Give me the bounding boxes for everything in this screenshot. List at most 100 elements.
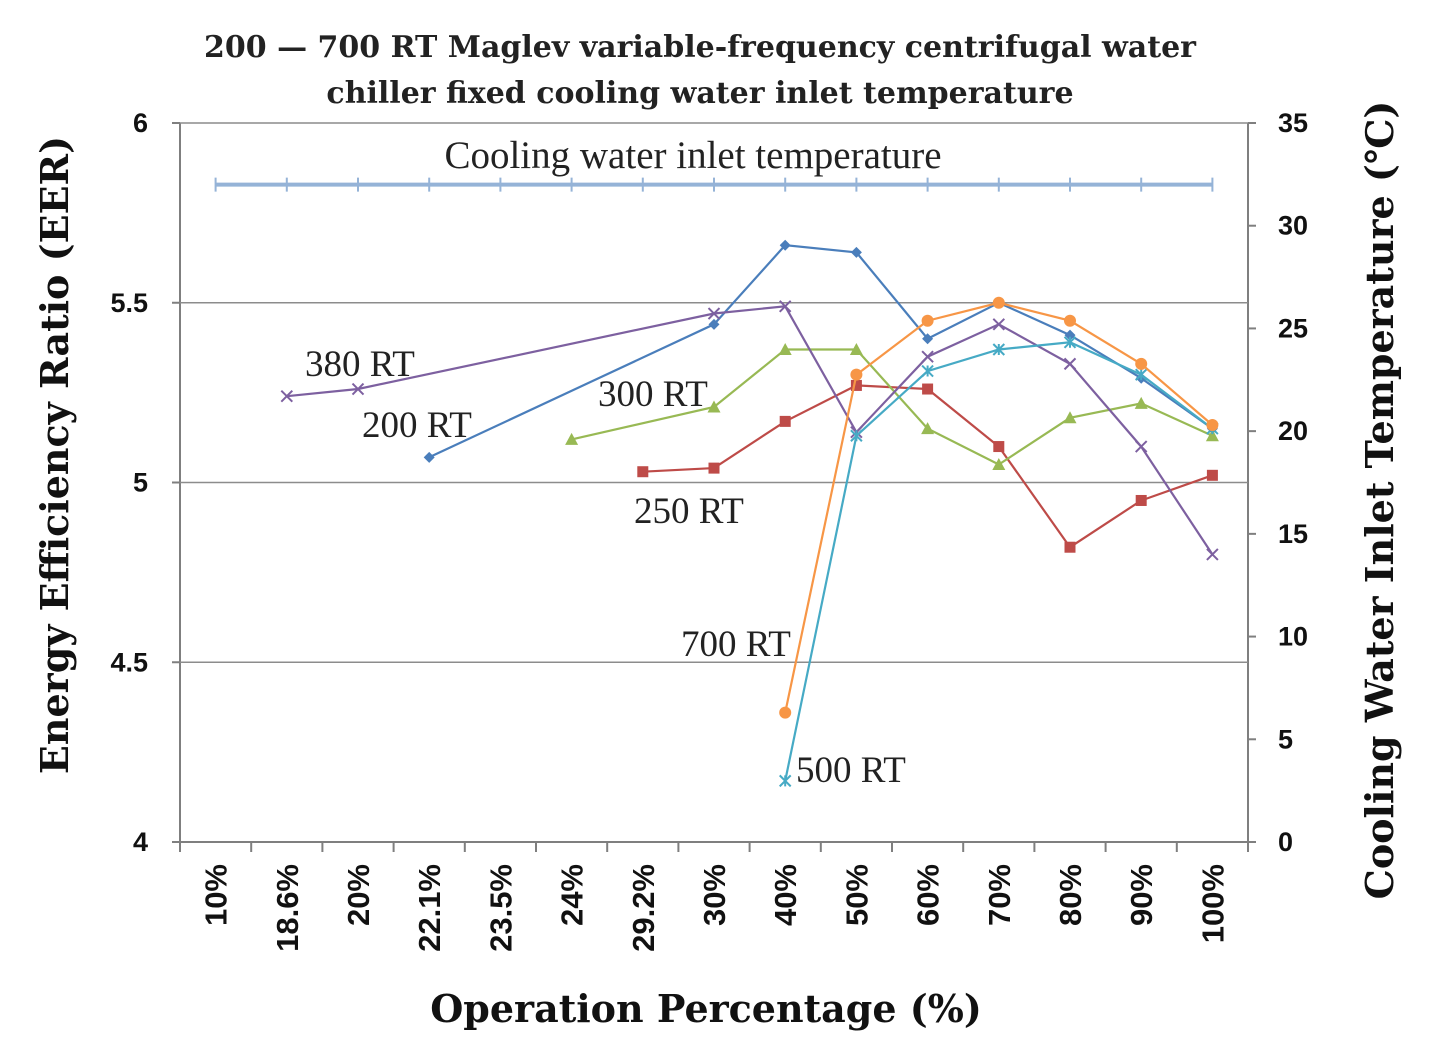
x-tick-label: 29.2% — [626, 864, 661, 952]
data-point — [850, 429, 863, 442]
data-point — [1064, 314, 1076, 327]
x-tick-label: 90% — [1124, 864, 1159, 926]
data-point — [922, 333, 934, 345]
x-tick-label: 60% — [911, 864, 946, 926]
data-point — [849, 342, 863, 355]
data-point — [992, 343, 1006, 356]
series-line — [784, 301, 1214, 713]
data-point — [1064, 329, 1076, 341]
annotation-cooling-water: Cooling water inlet temperature — [444, 134, 941, 177]
data-point — [1206, 469, 1218, 481]
data-point — [1134, 440, 1148, 453]
x-tick-label: 24% — [555, 864, 590, 926]
data-point — [779, 239, 791, 251]
data-point — [779, 415, 791, 427]
data-point — [993, 441, 1005, 453]
annotation-700rt: 700 RT — [681, 624, 791, 665]
series-200-rt — [423, 239, 1218, 463]
y2-tick-label: 5 — [1278, 724, 1293, 754]
data-point — [708, 462, 720, 474]
data-point — [778, 342, 792, 355]
annotation-250rt: 250 RT — [634, 491, 744, 532]
data-point — [1064, 541, 1076, 553]
y2-tick-label: 25 — [1278, 313, 1308, 343]
y-axis-title: Energy Efficiency Ratio (EER) — [32, 136, 77, 774]
data-point — [1134, 396, 1148, 409]
y-tick-label: 4.5 — [110, 647, 148, 677]
chart-title-line-2: chiller fixed cooling water inlet temper… — [326, 76, 1073, 111]
x-axis-ticks: 10% 18.6% 20% 22.1% 23.5% 24% 29.2% 30% 40% 50% 60… — [179, 842, 1249, 952]
series-250-rt — [637, 379, 1218, 553]
series-380-rt — [280, 300, 1219, 561]
x-tick-label: 40% — [768, 864, 803, 926]
series-cooling-water-inlet-temperature — [214, 177, 1214, 192]
data-point — [992, 296, 1005, 309]
data-point — [1063, 411, 1077, 424]
x-tick-label: 22.1% — [412, 864, 447, 952]
data-point — [708, 318, 720, 330]
x-tick-label: 18.6% — [270, 864, 305, 952]
x-tick-label: 100% — [1195, 864, 1230, 943]
series-700-rt — [779, 296, 1219, 719]
data-point — [707, 307, 721, 320]
data-point — [423, 451, 435, 463]
data-point — [921, 422, 935, 435]
data-point — [1205, 429, 1219, 442]
right-axis-ticks: 0 5 10 15 20 25 30 35 — [1248, 108, 1308, 857]
y2-axis-title: Cooling Water Inlet Temperature (℃) — [1357, 101, 1402, 900]
gridlines — [180, 122, 1248, 663]
series-line — [286, 305, 1214, 556]
series-500-rt — [778, 336, 1219, 788]
series-layer — [214, 177, 1219, 788]
y2-tick-label: 20 — [1278, 416, 1308, 446]
data-point — [1135, 494, 1147, 506]
x-tick-label: 10% — [199, 864, 234, 926]
data-point — [1206, 548, 1219, 561]
data-point — [280, 390, 294, 403]
series-line — [428, 244, 1214, 459]
y-tick-label: 6 — [133, 108, 148, 138]
data-point — [1134, 368, 1148, 381]
y2-tick-label: 0 — [1278, 827, 1293, 857]
data-point — [850, 368, 863, 381]
data-point — [1063, 336, 1077, 349]
data-point — [351, 382, 365, 396]
data-point — [992, 458, 1006, 471]
annotation-380rt: 380 RT — [305, 344, 415, 385]
data-point — [779, 706, 792, 719]
data-point — [1135, 357, 1148, 370]
annotation-300rt: 300 RT — [598, 374, 708, 415]
y2-tick-label: 15 — [1278, 519, 1308, 549]
left-axis-ticks: 4 4.5 5 5.5 6 — [110, 108, 180, 857]
annotation-500rt: 500 RT — [796, 750, 906, 791]
y2-tick-label: 35 — [1278, 108, 1308, 138]
data-point — [921, 364, 934, 378]
data-point — [565, 432, 579, 445]
data-point — [922, 383, 934, 395]
chart-title-line-1: 200 — 700 RT Maglev variable-frequency c… — [204, 30, 1197, 65]
y-tick-label: 4 — [133, 827, 148, 857]
data-point — [1063, 357, 1077, 371]
data-point — [992, 318, 1006, 331]
series-300-rt — [565, 342, 1219, 471]
data-point — [778, 774, 792, 788]
x-tick-label: 23.5% — [483, 864, 518, 952]
x-tick-label: 20% — [341, 864, 376, 926]
y-tick-label: 5 — [133, 468, 148, 498]
y2-tick-label: 10 — [1278, 622, 1308, 652]
data-point — [778, 300, 792, 313]
data-point — [707, 400, 721, 413]
y-tick-label: 5.5 — [110, 288, 148, 318]
x-axis-title: Operation Percentage (%) — [430, 986, 982, 1031]
x-tick-label: 30% — [697, 864, 732, 926]
data-point — [850, 246, 862, 258]
x-tick-label: 80% — [1053, 864, 1088, 926]
data-point — [637, 466, 649, 478]
annotation-200rt: 200 RT — [362, 405, 472, 446]
data-point — [921, 350, 934, 363]
x-tick-label: 50% — [839, 864, 874, 926]
data-point — [1206, 418, 1219, 431]
x-tick-label: 70% — [982, 864, 1017, 926]
y2-tick-label: 30 — [1278, 211, 1308, 241]
